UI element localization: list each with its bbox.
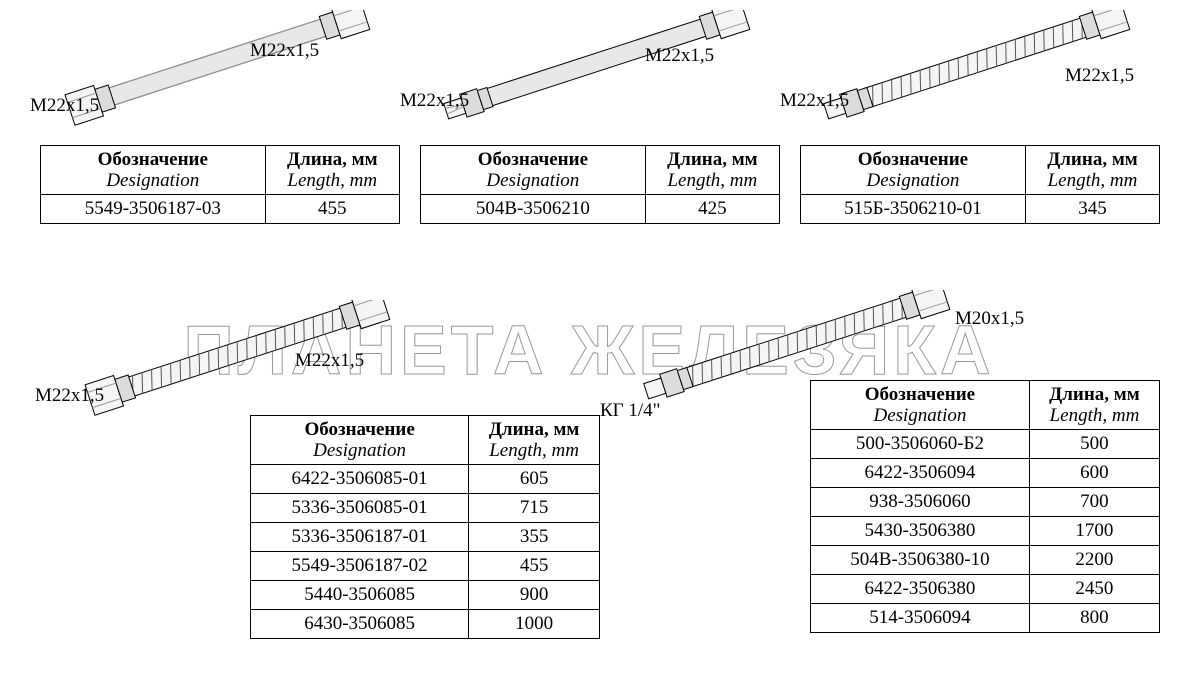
col-designation-header: ОбозначениеDesignation <box>41 146 266 195</box>
cell-length: 425 <box>645 194 779 223</box>
thread-label-right-1: M22x1,5 <box>250 40 319 62</box>
cell-length: 605 <box>469 464 600 493</box>
cell-length: 345 <box>1025 194 1159 223</box>
col-length-header: Длина, ммLength, mm <box>469 416 600 465</box>
table-row: 6430-35060851000 <box>251 609 600 638</box>
cell-length: 455 <box>265 194 399 223</box>
col-length-header: Длина, ммLength, mm <box>1025 146 1159 195</box>
table-row: 6422-3506085-01605 <box>251 464 600 493</box>
parts-table-2: ОбозначениеDesignation Длина, ммLength, … <box>420 145 780 224</box>
cell-designation: 6422-3506085-01 <box>251 464 469 493</box>
table-row: 514-3506094800 <box>811 603 1160 632</box>
col-designation-header: ОбозначениеDesignation <box>811 381 1030 430</box>
col-designation-header: ОбозначениеDesignation <box>801 146 1026 195</box>
cell-designation: 6430-3506085 <box>251 609 469 638</box>
cell-designation: 500-3506060-Б2 <box>811 429 1030 458</box>
thread-label-right-4: M22x1,5 <box>295 350 364 372</box>
table-header-row: ОбозначениеDesignation Длина, ммLength, … <box>251 416 600 465</box>
cell-length: 1700 <box>1029 516 1159 545</box>
hose-drawing-2 <box>420 10 780 140</box>
cell-length: 1000 <box>469 609 600 638</box>
cell-designation: 504В-3506210 <box>421 194 646 223</box>
parts-table-1: ОбозначениеDesignation Длина, ммLength, … <box>40 145 400 224</box>
cell-length: 2200 <box>1029 545 1159 574</box>
cell-designation: 5440-3506085 <box>251 580 469 609</box>
cell-length: 800 <box>1029 603 1159 632</box>
parts-table-5: ОбозначениеDesignation Длина, ммLength, … <box>810 380 1160 633</box>
parts-table-3: ОбозначениеDesignation Длина, ммLength, … <box>800 145 1160 224</box>
cell-length: 500 <box>1029 429 1159 458</box>
cell-length: 700 <box>1029 487 1159 516</box>
thread-label-right-3: M22x1,5 <box>1065 65 1134 87</box>
cell-designation: 6422-3506380 <box>811 574 1030 603</box>
page-root: ПЛАНЕТА ЖЕЛЕЗЯКА M22x1,5 M22x1,5 <box>0 0 1178 690</box>
table-header-row: ОбозначениеDesignation Длина, ммLength, … <box>41 146 400 195</box>
table-header-row: ОбозначениеDesignation Длина, ммLength, … <box>811 381 1160 430</box>
table-row: 5549-3506187-03 455 <box>41 194 400 223</box>
hose-drawing-4 <box>60 300 420 430</box>
table-row: 5336-3506085-01715 <box>251 493 600 522</box>
cell-length: 600 <box>1029 458 1159 487</box>
table-row: 5430-35063801700 <box>811 516 1160 545</box>
col-designation-header: ОбозначениеDesignation <box>251 416 469 465</box>
col-designation-header: ОбозначениеDesignation <box>421 146 646 195</box>
cell-designation: 504В-3506380-10 <box>811 545 1030 574</box>
cell-designation: 514-3506094 <box>811 603 1030 632</box>
thread-label-left-2: M22x1,5 <box>400 90 469 112</box>
cell-designation: 938-3506060 <box>811 487 1030 516</box>
col-length-header: Длина, ммLength, mm <box>265 146 399 195</box>
col-length-header: Длина, ммLength, mm <box>645 146 779 195</box>
cell-length: 355 <box>469 522 600 551</box>
cell-length: 455 <box>469 551 600 580</box>
cell-designation: 5336-3506187-01 <box>251 522 469 551</box>
hose-drawing-1 <box>40 10 400 140</box>
table-row: 5549-3506187-02455 <box>251 551 600 580</box>
thread-label-right-2: M22x1,5 <box>645 45 714 67</box>
cell-designation: 5430-3506380 <box>811 516 1030 545</box>
table-row: 5440-3506085900 <box>251 580 600 609</box>
table-row: 500-3506060-Б2500 <box>811 429 1160 458</box>
thread-label-left-1: M22x1,5 <box>30 95 99 117</box>
table-row: 504В-3506210 425 <box>421 194 780 223</box>
cell-length: 900 <box>469 580 600 609</box>
table-row: 6422-35063802450 <box>811 574 1160 603</box>
cell-designation: 5549-3506187-02 <box>251 551 469 580</box>
table-header-row: ОбозначениеDesignation Длина, ммLength, … <box>421 146 780 195</box>
col-length-header: Длина, ммLength, mm <box>1029 381 1159 430</box>
thread-label-right-5: M20x1,5 <box>955 308 1024 330</box>
table-header-row: ОбозначениеDesignation Длина, ммLength, … <box>801 146 1160 195</box>
cell-length: 2450 <box>1029 574 1159 603</box>
cell-designation: 5336-3506085-01 <box>251 493 469 522</box>
parts-table-4: ОбозначениеDesignation Длина, ммLength, … <box>250 415 600 639</box>
table-row: 938-3506060700 <box>811 487 1160 516</box>
table-row: 515Б-3506210-01 345 <box>801 194 1160 223</box>
table-row: 6422-3506094600 <box>811 458 1160 487</box>
thread-label-left-4: M22x1,5 <box>35 385 104 407</box>
table-row: 504В-3506380-102200 <box>811 545 1160 574</box>
cell-designation: 6422-3506094 <box>811 458 1030 487</box>
cell-length: 715 <box>469 493 600 522</box>
cell-designation: 5549-3506187-03 <box>41 194 266 223</box>
thread-label-left-3: M22x1,5 <box>780 90 849 112</box>
table-row: 5336-3506187-01355 <box>251 522 600 551</box>
thread-label-left-5: КГ 1/4" <box>600 400 660 422</box>
cell-designation: 515Б-3506210-01 <box>801 194 1026 223</box>
